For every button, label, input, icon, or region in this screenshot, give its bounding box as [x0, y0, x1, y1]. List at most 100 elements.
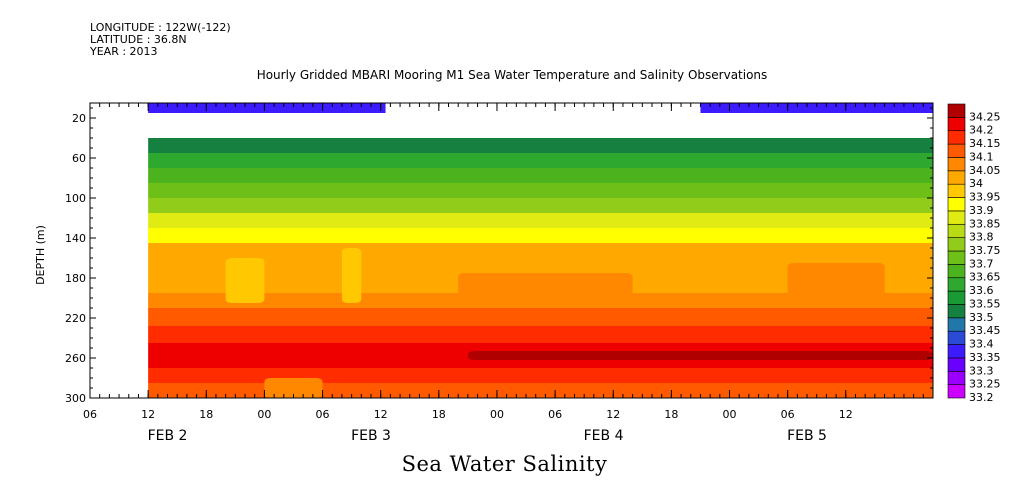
x-day-label: FEB 2	[148, 428, 188, 444]
plot-border	[89, 102, 934, 399]
salinity-band	[148, 326, 933, 343]
salinity-band	[148, 368, 933, 383]
colorbar-swatch	[947, 290, 966, 305]
colorbar-swatch	[947, 330, 966, 345]
y-tick-label: 260	[65, 352, 86, 365]
colorbar-swatch	[947, 223, 966, 238]
colorbar-swatch	[947, 197, 966, 212]
x-tick-label: 00	[723, 408, 737, 421]
colorbar-label: 34.1	[969, 150, 994, 163]
x-tick-label: 18	[199, 408, 213, 421]
latitude-label: LATITUDE : 36.8N	[90, 33, 187, 46]
metadata-block: LONGITUDE : 122W(-122) LATITUDE : 36.8N …	[90, 22, 231, 58]
salinity-feature	[264, 378, 323, 398]
colorbar-swatch	[947, 384, 966, 399]
colorbar-label: 33.95	[969, 191, 1001, 204]
salinity-band	[148, 213, 933, 228]
y-tick-label: 180	[65, 272, 86, 285]
colorbar-label: 34.15	[969, 137, 1001, 150]
x-tick-label: 18	[432, 408, 446, 421]
salinity-feature	[458, 273, 633, 303]
colorbar-label: 33.35	[969, 351, 1001, 364]
x-day-label: FEB 3	[351, 428, 391, 444]
salinity-band	[148, 198, 933, 213]
x-tick-label: 12	[839, 408, 853, 421]
salinity-feature	[467, 351, 933, 360]
colorbar-label: 33.85	[969, 217, 1001, 230]
x-tick-label: 00	[490, 408, 504, 421]
chart-title: Hourly Gridded MBARI Mooring M1 Sea Wate…	[256, 68, 768, 82]
longitude-label: LONGITUDE : 122W(-122)	[90, 21, 231, 34]
colorbar-swatch	[947, 103, 966, 118]
year-label: YEAR : 2013	[90, 45, 158, 58]
colorbar-label: 33.65	[969, 271, 1001, 284]
colorbar-swatch	[947, 250, 966, 265]
salinity-feature	[341, 248, 362, 303]
y-tick-label: 60	[72, 152, 86, 165]
colorbar-swatch	[947, 210, 966, 225]
colorbar-swatch	[947, 344, 966, 359]
y-tick-label: 220	[65, 312, 86, 325]
colorbar-swatch	[947, 183, 966, 198]
colorbar-swatch	[947, 304, 966, 319]
y-axis-label: DEPTH (m)	[34, 225, 47, 285]
x-tick-label: 12	[374, 408, 388, 421]
colorbar-swatch	[947, 143, 966, 158]
colorbar-label: 33.55	[969, 297, 1001, 310]
salinity-band	[148, 138, 933, 153]
surface-salinity-segment	[148, 103, 386, 113]
salinity-feature	[225, 258, 265, 303]
y-tick-label: 20	[72, 112, 86, 125]
colorbar-label: 33.4	[969, 338, 994, 351]
plot-axes: 20 60 100 140 180 220 260 300 06 12 18 00 06 12 18 00 06…	[65, 103, 934, 444]
colorbar-label: 33.25	[969, 378, 1001, 391]
colorbar-swatch	[947, 170, 966, 185]
chart-subtitle: Sea Water Salinity	[401, 452, 608, 476]
salinity-band	[148, 153, 933, 168]
colorbar-swatch	[947, 130, 966, 145]
colorbar-label: 33.2	[969, 391, 994, 404]
surface-salinity-segment	[700, 103, 933, 113]
salinity-band	[148, 383, 933, 398]
colorbar-swatch	[947, 237, 966, 252]
colorbar-label: 34.2	[969, 124, 994, 137]
colorbar-label: 33.5	[969, 311, 994, 324]
x-tick-label: 06	[316, 408, 330, 421]
x-tick-label: 06	[781, 408, 795, 421]
colorbar: 33.233.2533.333.3533.433.4533.533.5533.6…	[947, 103, 1001, 404]
y-tick-label: 140	[65, 232, 86, 245]
x-tick-label: 18	[664, 408, 678, 421]
colorbar-label: 33.3	[969, 364, 994, 377]
plot-frame	[89, 102, 934, 399]
x-tick-label: 00	[257, 408, 271, 421]
colorbar-label: 34	[969, 177, 983, 190]
y-tick-label: 100	[65, 192, 86, 205]
colorbar-label: 34.25	[969, 110, 1001, 123]
colorbar-label: 33.7	[969, 257, 994, 270]
salinity-band	[148, 308, 933, 326]
colorbar-label: 33.8	[969, 231, 994, 244]
colorbar-label: 33.45	[969, 324, 1001, 337]
colorbar-swatch	[947, 117, 966, 132]
plot-data	[148, 103, 933, 398]
colorbar-swatch	[947, 157, 966, 172]
x-tick-label: 12	[606, 408, 620, 421]
colorbar-swatch	[947, 370, 966, 385]
colorbar-swatch	[947, 277, 966, 292]
colorbar-swatch	[947, 264, 966, 279]
x-day-label: FEB 4	[584, 428, 624, 444]
salinity-band	[148, 228, 933, 243]
colorbar-label: 33.6	[969, 284, 994, 297]
colorbar-label: 33.75	[969, 244, 1001, 257]
salinity-band	[148, 183, 933, 198]
colorbar-swatch	[947, 317, 966, 332]
x-tick-label: 12	[141, 408, 155, 421]
y-tick-label: 300	[65, 392, 86, 405]
x-day-label: FEB 5	[787, 428, 827, 444]
colorbar-label: 33.9	[969, 204, 994, 217]
salinity-feature	[787, 263, 885, 303]
colorbar-label: 34.05	[969, 164, 1001, 177]
salinity-band	[148, 168, 933, 183]
colorbar-swatch	[947, 357, 966, 372]
